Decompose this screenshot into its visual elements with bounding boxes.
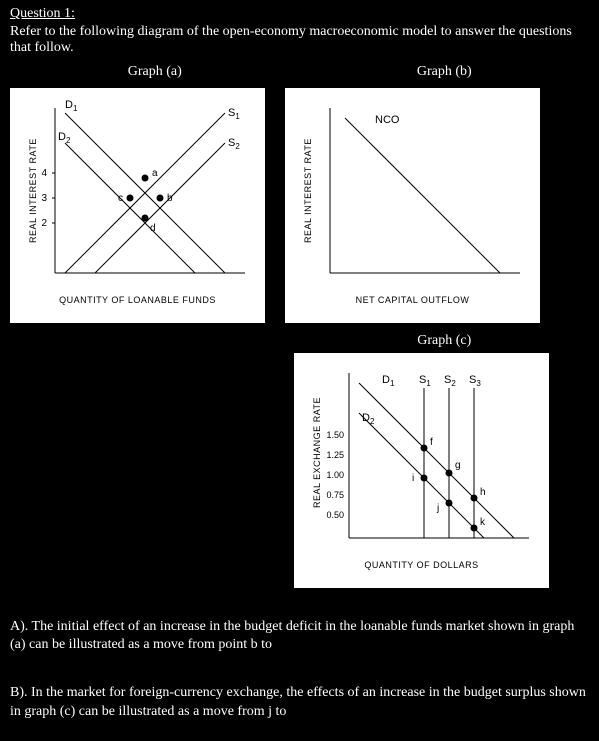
svg-text:1.25: 1.25	[326, 450, 344, 460]
svg-text:S2: S2	[228, 137, 240, 151]
graph-b-xlabel: NET CAPITAL OUTFLOW	[285, 295, 540, 305]
svg-text:d: d	[150, 223, 156, 234]
svg-text:h: h	[480, 487, 486, 498]
svg-text:D2: D2	[58, 131, 71, 145]
graph-b-title: Graph (b)	[300, 64, 590, 80]
svg-text:j: j	[436, 503, 439, 514]
svg-text:D2: D2	[362, 412, 375, 426]
graph-c-title: Graph (c)	[300, 333, 590, 349]
svg-text:g: g	[455, 460, 461, 471]
graph-c-title-row: Graph (c)	[10, 333, 589, 349]
svg-text:a: a	[152, 168, 158, 179]
graph-titles-row: Graph (a) Graph (b)	[10, 64, 589, 80]
graph-b-svg: NCO	[285, 88, 540, 323]
svg-text:4: 4	[41, 168, 47, 179]
svg-text:0.75: 0.75	[326, 490, 344, 500]
svg-text:k: k	[480, 517, 486, 528]
svg-text:S1: S1	[419, 374, 431, 388]
graphs-row-2: REAL EXCHANGE RATE 1.50 1.25 1.00 0.75 0…	[10, 353, 589, 588]
svg-text:D1: D1	[382, 374, 395, 388]
graph-a-xlabel: QUANTITY OF LOANABLE FUNDS	[10, 295, 265, 305]
graph-c-svg: 1.50 1.25 1.00 0.75 0.50 D1 D2 S1 S2 S3 …	[294, 353, 549, 588]
svg-text:2: 2	[41, 218, 47, 229]
part-a-text: A). The initial effect of an increase in…	[10, 618, 589, 654]
graph-a-svg: 4 3 2 D1 D2 S1 S2 a b c	[10, 88, 265, 323]
svg-text:f: f	[430, 437, 433, 448]
question-title: Question 1:	[10, 6, 589, 22]
graph-a-panel: REAL INTEREST RATE 4 3 2 D1 D2 S1	[10, 88, 265, 323]
svg-text:0.50: 0.50	[326, 510, 344, 520]
graph-c-panel: REAL EXCHANGE RATE 1.50 1.25 1.00 0.75 0…	[294, 353, 549, 588]
intro-text: Refer to the following diagram of the op…	[10, 24, 589, 56]
svg-text:3: 3	[41, 193, 47, 204]
svg-text:1.50: 1.50	[326, 430, 344, 440]
svg-text:S2: S2	[444, 374, 456, 388]
graph-a-title: Graph (a)	[10, 64, 300, 80]
svg-text:i: i	[412, 473, 414, 484]
graphs-row-1: REAL INTEREST RATE 4 3 2 D1 D2 S1	[10, 88, 589, 323]
svg-text:b: b	[167, 193, 173, 204]
svg-text:D1: D1	[65, 99, 78, 113]
svg-text:NCO: NCO	[375, 114, 400, 126]
svg-text:c: c	[118, 193, 123, 204]
svg-text:S3: S3	[469, 374, 481, 388]
svg-text:S1: S1	[228, 107, 240, 121]
part-b-text: B). In the market for foreign-currency e…	[10, 684, 589, 720]
graph-c-xlabel: QUANTITY OF DOLLARS	[294, 560, 549, 570]
graph-b-panel: REAL INTEREST RATE NCO NET CAPITAL OUTFL…	[285, 88, 540, 323]
svg-text:1.00: 1.00	[326, 470, 344, 480]
